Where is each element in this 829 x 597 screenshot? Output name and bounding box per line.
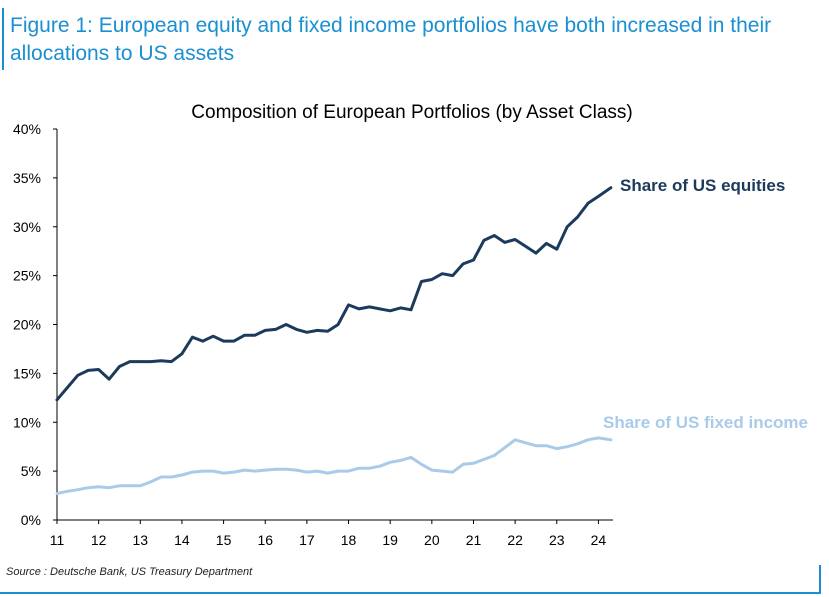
x-tick-label: 11 — [50, 532, 65, 548]
x-tick-label: 12 — [91, 532, 107, 548]
x-tick-label: 17 — [299, 532, 315, 548]
y-tick-label: 0% — [21, 512, 41, 528]
x-tick-label: 15 — [216, 532, 232, 548]
series-label-us-fixed-income: Share of US fixed income — [603, 413, 808, 432]
x-tick-label: 24 — [591, 532, 607, 548]
x-tick-label: 22 — [507, 532, 523, 548]
frame-accent-right — [819, 565, 821, 593]
x-tick-label: 21 — [466, 532, 482, 548]
figure-title: Figure 1: European equity and fixed inco… — [10, 14, 772, 65]
y-tick-label: 5% — [21, 463, 41, 479]
y-tick-label: 10% — [13, 414, 41, 430]
axes: 0% 5% 10% 15% 20% 25% 30% 35% 40% 11 12 13 14 15 16 17 1… — [13, 121, 613, 548]
x-tick-label: 23 — [549, 532, 565, 548]
x-tick-label: 19 — [382, 532, 398, 548]
x-tick-label: 16 — [257, 532, 273, 548]
source-note: Source : Deutsche Bank, US Treasury Depa… — [6, 566, 253, 578]
x-tick-label: 13 — [133, 532, 149, 548]
series-line-us-fixed-income — [55, 436, 613, 496]
x-tick-label: 18 — [341, 532, 357, 548]
series-line-us-equities — [55, 186, 613, 402]
y-tick-label: 35% — [13, 170, 41, 186]
y-tick-label: 20% — [13, 317, 41, 333]
chart-title: Composition of European Portfolios (by A… — [191, 102, 632, 123]
y-tick-label: 25% — [13, 268, 41, 284]
y-tick-label: 30% — [13, 219, 41, 235]
series-labels: Share of US equities Share of US fixed in… — [603, 176, 808, 432]
y-tick-label: 15% — [13, 365, 41, 381]
frame-accent-bottom — [0, 592, 821, 594]
y-tick-label: 40% — [13, 121, 41, 137]
x-tick-label: 14 — [174, 532, 190, 548]
series-label-us-equities: Share of US equities — [620, 176, 785, 195]
series-lines — [55, 186, 613, 496]
frame-accent-left — [2, 8, 4, 70]
x-tick-label: 20 — [424, 532, 440, 548]
